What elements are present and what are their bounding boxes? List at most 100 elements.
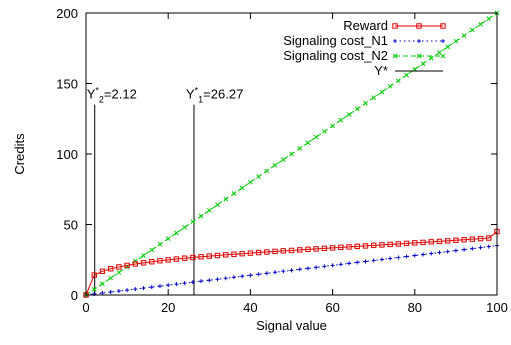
data-point [100, 281, 105, 287]
data-point [289, 268, 294, 273]
data-point [157, 258, 163, 264]
data-point [420, 61, 426, 67]
data-point [486, 235, 492, 241]
data-point [338, 262, 343, 267]
data-point [445, 44, 451, 50]
data-point [436, 238, 443, 245]
data-point [132, 261, 139, 267]
data-point [347, 261, 352, 266]
y-tick-label: 200 [56, 6, 78, 21]
legend-marker [392, 53, 398, 59]
data-point [404, 254, 409, 259]
data-point [108, 290, 113, 295]
data-point [478, 245, 483, 250]
data-point [223, 196, 229, 202]
data-point [429, 251, 434, 256]
data-point [190, 219, 196, 225]
data-point [91, 287, 97, 292]
legend-label: Reward [343, 18, 388, 33]
data-point [239, 250, 245, 257]
data-point [264, 249, 270, 255]
data-point [412, 240, 418, 246]
legend-label: Signaling cost_N2 [283, 48, 388, 63]
series-signaling-cost-n2 [83, 10, 500, 298]
data-point [190, 254, 196, 261]
data-point [297, 146, 303, 151]
data-point [206, 253, 213, 259]
data-point [116, 289, 121, 294]
data-point [322, 264, 327, 269]
data-point [421, 252, 426, 257]
data-point [379, 257, 384, 262]
data-point [248, 179, 253, 185]
data-point [223, 252, 229, 258]
data-point [330, 263, 335, 268]
x-tick-label: 20 [161, 300, 175, 315]
data-point [371, 95, 377, 100]
legend-marker [441, 39, 445, 43]
y-star-annotation: Y*2=2.12 [87, 86, 137, 105]
data-point [141, 286, 146, 291]
data-point [478, 21, 483, 27]
data-point [363, 259, 368, 264]
data-point [149, 247, 155, 253]
data-point [437, 250, 442, 255]
data-point [199, 279, 204, 284]
data-point [363, 100, 368, 106]
data-point [174, 282, 179, 287]
data-point [297, 247, 303, 253]
data-point [107, 266, 114, 272]
legend-marker [417, 39, 421, 43]
data-point [182, 281, 187, 286]
data-point [133, 287, 138, 292]
x-tick-label: 80 [408, 300, 422, 315]
x-tick-label: 40 [243, 300, 257, 315]
data-point [329, 245, 336, 251]
data-point [165, 257, 171, 263]
y-tick-label: 50 [64, 218, 78, 233]
data-point [198, 254, 204, 260]
legend-marker [416, 53, 422, 59]
data-point [371, 242, 377, 249]
legend-marker [392, 23, 398, 29]
data-point [91, 272, 97, 278]
data-point [355, 260, 360, 265]
data-point [108, 275, 114, 281]
data-point [338, 244, 344, 251]
data-point [313, 246, 319, 252]
data-point [231, 191, 237, 196]
data-point [461, 237, 467, 243]
data-point [297, 267, 302, 272]
data-point [256, 272, 261, 277]
data-point [396, 78, 401, 84]
data-point [198, 213, 204, 219]
y-tick-label: 0 [71, 288, 78, 303]
data-point [190, 280, 195, 285]
data-point [470, 246, 475, 251]
x-tick-label: 60 [325, 300, 339, 315]
data-point [461, 33, 467, 38]
data-point [379, 89, 385, 95]
data-point [387, 83, 393, 89]
x-tick-label: 0 [82, 300, 89, 315]
plot-area: Y*2=2.12 Y*1=26.27 [83, 10, 500, 298]
data-point [264, 271, 269, 276]
data-point [477, 235, 484, 242]
data-point [428, 55, 434, 61]
data-point [248, 273, 253, 278]
data-point [428, 239, 434, 245]
y-tick-label: 100 [56, 147, 78, 162]
data-point [403, 240, 410, 247]
data-point [396, 255, 401, 260]
data-point [469, 27, 475, 33]
data-point [379, 242, 385, 248]
data-point [321, 245, 328, 252]
legend-label: Signaling cost_N1 [283, 33, 388, 48]
data-point [264, 168, 270, 174]
data-point [445, 249, 450, 254]
x-tick-label: 100 [486, 300, 508, 315]
data-point [182, 224, 187, 230]
data-point [281, 269, 286, 274]
data-point [214, 252, 221, 259]
